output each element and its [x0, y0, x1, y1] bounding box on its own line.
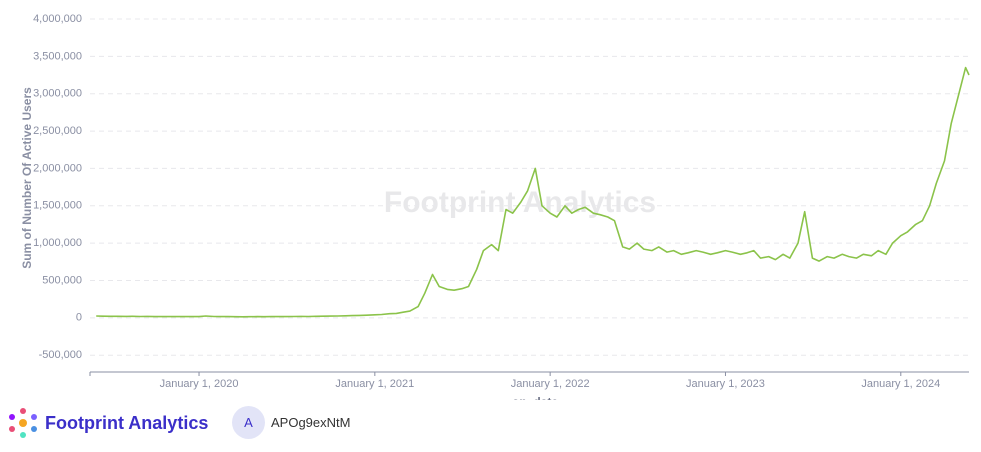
y-tick-label: 1,000,000 — [33, 237, 82, 249]
chart: Footprint Analytics Sum of Number Of Act… — [20, 13, 970, 400]
x-tick-label: January 1, 2022 — [511, 378, 590, 390]
y-tick-label: 2,500,000 — [33, 125, 82, 137]
line-series — [96, 66, 970, 318]
brand-name: Footprint Analytics — [45, 413, 209, 433]
brand-logo — [9, 408, 37, 438]
x-tick-label: January 1, 2021 — [335, 378, 414, 390]
footer: Footprint Analytics A APOg9exNtM — [0, 400, 981, 452]
y-tick-label: 3,500,000 — [33, 50, 82, 62]
y-axis-title: Sum of Number Of Active Users — [20, 87, 34, 269]
y-tick-label: 0 — [76, 312, 82, 324]
y-tick-label: 500,000 — [42, 274, 82, 286]
y-tick-label: 1,500,000 — [33, 200, 82, 212]
user-name[interactable]: APOg9exNtM — [271, 415, 351, 430]
x-tick-label: January 1, 2020 — [160, 378, 239, 390]
avatar[interactable]: A — [232, 406, 265, 439]
y-tick-label: 4,000,000 — [33, 13, 82, 25]
y-tick-label: -500,000 — [39, 349, 82, 361]
y-tick-label: 3,000,000 — [33, 88, 82, 100]
x-tick-label: January 1, 2024 — [861, 378, 940, 390]
y-tick-label: 2,000,000 — [33, 162, 82, 174]
x-tick-label: January 1, 2023 — [686, 378, 765, 390]
x-axis-title: on_date — [512, 395, 558, 400]
